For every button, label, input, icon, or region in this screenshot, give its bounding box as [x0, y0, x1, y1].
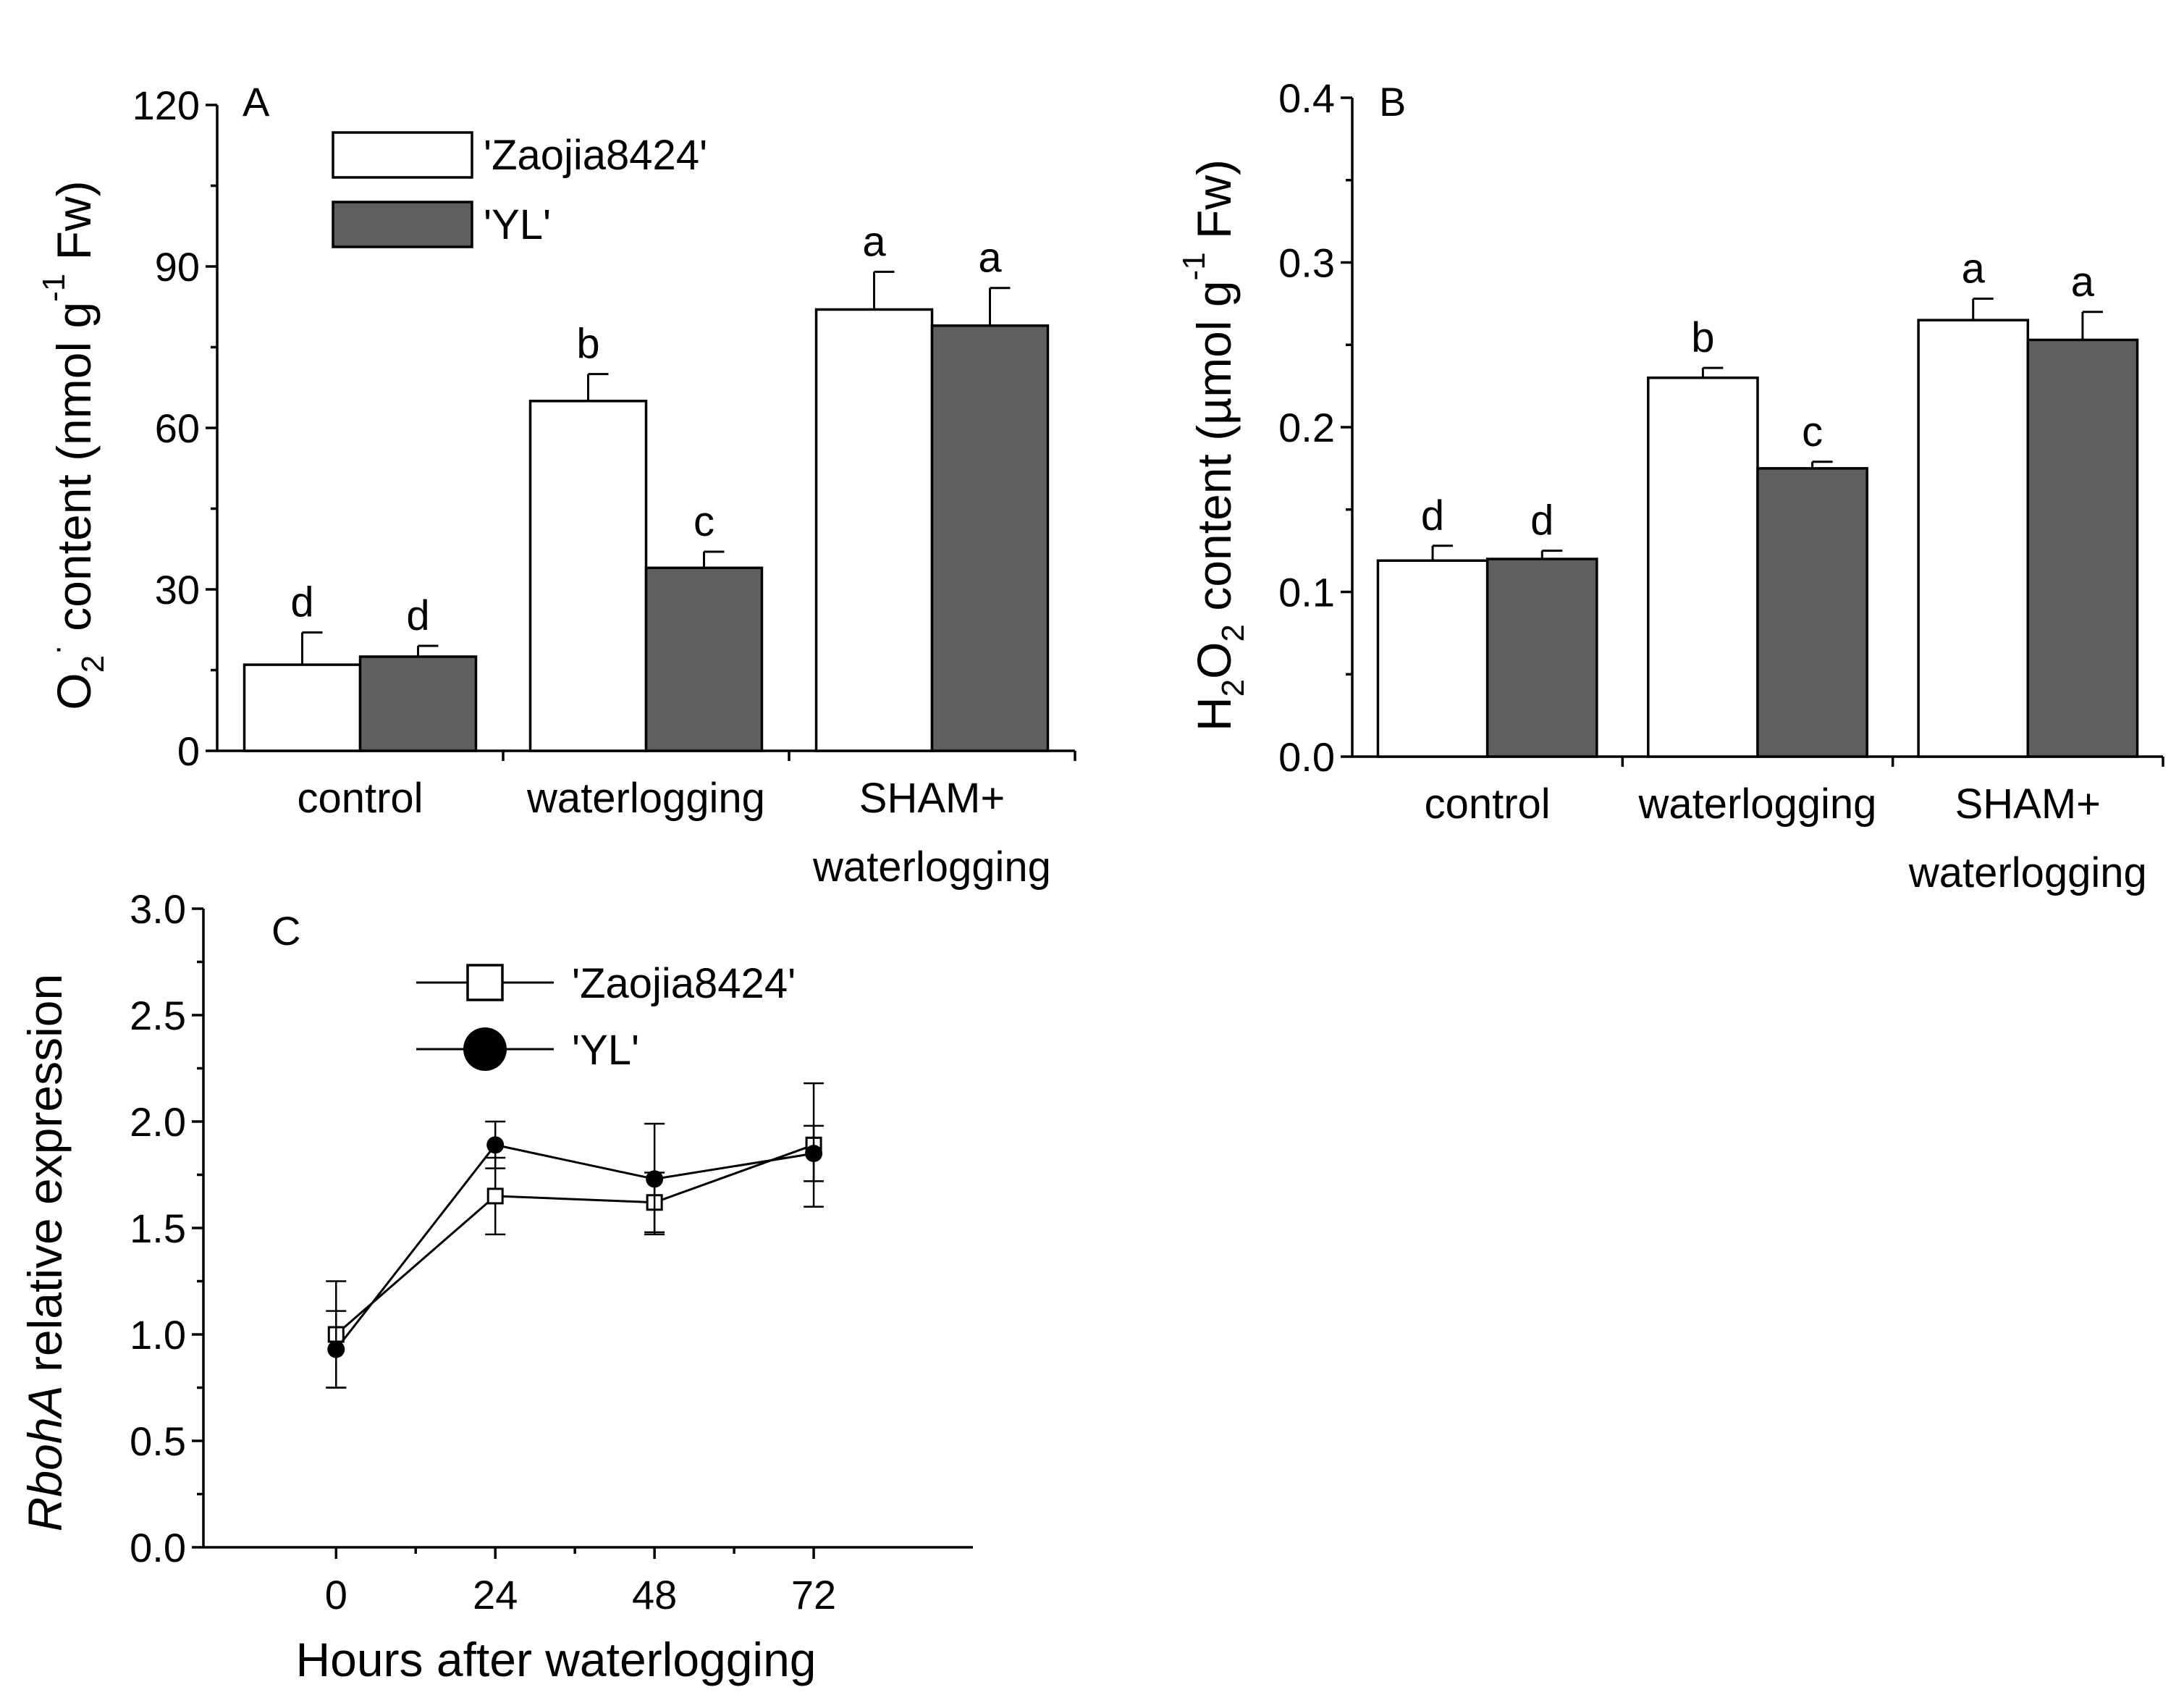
panel-a-axes: 0 30 60 90 120 control waterlogging SHAM+ waterl… [132, 83, 1076, 891]
panel-c-y-tick-label: 2.5 [130, 993, 186, 1038]
panel-a-bar [930, 324, 1050, 752]
panel-b-bars: d d b c a a [1376, 245, 2139, 758]
panel-b-x-category-label: waterlogging [1908, 849, 2147, 896]
panel-b-bar [1485, 558, 1598, 758]
panel-a-y-tick-label: 120 [132, 83, 200, 128]
panel-c-x-tick-label: 0 [325, 1572, 347, 1618]
panel-b-x-category-label: control [1425, 781, 1551, 828]
panel-c-series-line [335, 1143, 814, 1336]
panel-c-y-tick-label: 0.0 [130, 1525, 186, 1570]
panel-a-legend-swatch [332, 201, 473, 248]
panel-a-y-axis-title: O2· content (nmol g-1 Fw) [36, 180, 111, 710]
panel-b-x-category-label: waterlogging [1638, 781, 1877, 828]
panel-c-marker-square [486, 1187, 504, 1205]
panel-a-significance-letter: d [290, 579, 313, 626]
panel-c-y-axis-title: RbohA relative expression [18, 974, 72, 1531]
panel-a-bar [644, 566, 764, 752]
panel-c-marker-circle [805, 1145, 823, 1163]
panel-c-x-axis-title: Hours after waterlogging [295, 1633, 816, 1686]
panel-a-bars: d d b c a a [243, 218, 1050, 752]
panel-a-label: A [243, 79, 270, 125]
panel-b-bar [2026, 338, 2139, 758]
panel-b-significance-letter: d [1421, 492, 1444, 539]
panel-a-significance-letter: a [862, 218, 886, 265]
panel-a-significance-letter: d [406, 592, 429, 639]
panel-c-y-tick-label: 3.0 [130, 886, 186, 932]
panel-a-significance-letter: b [576, 321, 599, 368]
panel-a-bar [358, 655, 478, 752]
panel-c-label: C [271, 908, 300, 954]
panel-b-significance-letter: c [1802, 408, 1823, 455]
panel-a-x-category-label: waterlogging [526, 775, 765, 822]
panel-a-y-tick-label: 0 [177, 728, 200, 774]
panel-c-axes: 0.0 0.5 1.0 1.5 2.0 2.5 3.0 0 24 48 72 [130, 886, 973, 1618]
panel-a-x-category-label: SHAM+ [859, 775, 1005, 822]
panel-b-significance-letter: b [1691, 314, 1714, 361]
panel-b-significance-letter: d [1530, 497, 1553, 544]
panel-a-bar [528, 400, 648, 752]
panel-a-legend: 'Zaojia8424' 'YL' [332, 131, 707, 248]
panel-a-significance-letter: a [978, 235, 1002, 282]
panel-a-y-tick-label: 30 [155, 567, 200, 613]
panel-c-legend-label: 'YL' [572, 1027, 639, 1074]
panel-c-marker-circle [646, 1170, 664, 1188]
panel-c-legend-marker-circle [463, 1027, 507, 1071]
panel-c: 0.0 0.5 1.0 1.5 2.0 2.5 3.0 0 24 48 72 'Zaojia8424… [18, 886, 973, 1686]
panel-a-legend-swatch [332, 131, 473, 179]
panel-c-series [326, 1082, 825, 1389]
panel-c-x-tick-label: 24 [473, 1572, 518, 1618]
panel-b-y-tick-label: 0.3 [1278, 240, 1335, 286]
panel-c-y-tick-label: 0.5 [130, 1418, 186, 1464]
panel-b-y-tick-label: 0.2 [1278, 405, 1335, 450]
panel-b: 0.0 0.1 0.2 0.3 0.4 control waterlogging SHAM+ w… [1176, 75, 2164, 896]
panel-c-legend-label: 'Zaojia8424' [572, 960, 796, 1007]
panel-b-y-axis-title: H2O2 content (µmol g-1 Fw) [1176, 159, 1251, 731]
panel-c-x-tick-label: 72 [791, 1572, 836, 1618]
panel-b-bar [1647, 377, 1759, 758]
panel-c-marker-circle [327, 1340, 345, 1358]
panel-b-y-tick-label: 0.4 [1278, 75, 1335, 121]
panel-a-x-category-label: control [297, 775, 423, 822]
panel-a-legend-label: 'Zaojia8424' [484, 132, 707, 179]
panel-b-x-category-label: SHAM+ [1955, 781, 2101, 828]
panel-c-marker-circle [486, 1136, 505, 1154]
panel-c-legend-marker-square [466, 964, 504, 1001]
panel-a-legend-label: 'YL' [484, 201, 551, 248]
panel-a-y-tick-label: 90 [155, 244, 200, 290]
panel-b-significance-letter: a [2071, 258, 2095, 306]
panel-a-significance-letter: c [693, 498, 714, 545]
panel-b-label: B [1379, 79, 1406, 125]
panel-c-series-line [335, 1143, 814, 1350]
panel-b-bar [1376, 559, 1489, 758]
panel-b-y-tick-label: 0.1 [1278, 570, 1335, 615]
panel-c-x-tick-label: 48 [632, 1572, 677, 1618]
panel-a-bar [814, 308, 934, 752]
panel-a-x-category-label: waterlogging [812, 844, 1051, 891]
panel-c-legend: 'Zaojia8424' 'YL' [416, 960, 796, 1074]
panel-a-y-tick-label: 60 [155, 405, 200, 451]
panel-b-significance-letter: a [1962, 245, 1986, 293]
panel-a: 0 30 60 90 120 control waterlogging SHAM+ waterl… [36, 79, 1076, 891]
panel-b-bar [1756, 467, 1868, 758]
panel-c-y-tick-label: 2.0 [130, 1099, 186, 1145]
panel-c-y-tick-label: 1.0 [130, 1312, 186, 1358]
panel-a-bar [243, 663, 362, 752]
panel-b-bar [1917, 319, 2030, 758]
panel-b-y-tick-label: 0.0 [1278, 734, 1335, 780]
panel-c-y-tick-label: 1.5 [130, 1206, 186, 1251]
